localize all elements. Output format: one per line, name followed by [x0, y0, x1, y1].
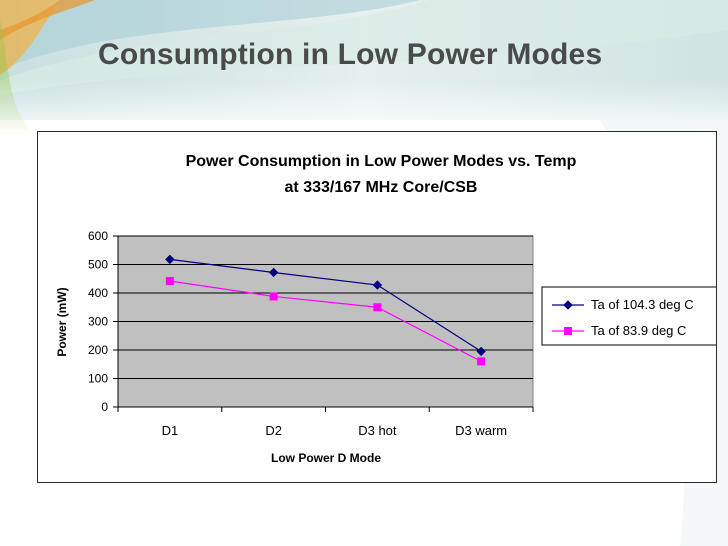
- data-point: [268, 267, 279, 278]
- data-point: [372, 280, 383, 290]
- legend-label: Ta of 104.3 deg C: [591, 297, 694, 312]
- data-point: [477, 357, 486, 366]
- legend-marker: [563, 300, 573, 310]
- y-tick-labels: 0 100 200 300 400 500 600: [88, 229, 108, 414]
- y-tick-label: 300: [88, 315, 108, 329]
- x-tick-label: D2: [265, 423, 282, 438]
- y-tick-label: 0: [101, 400, 108, 414]
- y-tick-label: 400: [88, 286, 108, 300]
- chart: Power Consumption in Low Power Modes vs.…: [55, 153, 716, 465]
- slide-title: Consumption in Low Power Modes: [98, 38, 603, 71]
- x-tick-label: D3 warm: [455, 423, 507, 438]
- x-axis-label: Low Power D Mode: [271, 451, 381, 465]
- x-tick-label: D1: [162, 423, 179, 438]
- legend-marker: [564, 327, 572, 335]
- y-tick-label: 500: [88, 258, 108, 272]
- y-tick-label: 600: [88, 229, 108, 243]
- y-axis-label: Power (mW): [55, 287, 69, 356]
- legend-label: Ta of 83.9 deg C: [591, 323, 686, 338]
- series-line: [169, 258, 482, 352]
- y-tick-label: 200: [88, 343, 108, 357]
- data-point: [373, 303, 382, 312]
- axes: [113, 235, 534, 412]
- chart-title-line-2: at 333/167 MHz Core/CSB: [285, 179, 478, 196]
- gridlines: [118, 235, 533, 379]
- data-point: [269, 292, 278, 301]
- data-point: [165, 254, 175, 265]
- y-tick-label: 100: [88, 372, 108, 386]
- legend: Ta of 104.3 deg C Ta of 83.9 deg C: [541, 286, 716, 346]
- chart-frame: Power Consumption in Low Power Modes vs.…: [37, 131, 717, 483]
- x-tick-label: D3 hot: [358, 423, 397, 438]
- data-point: [476, 346, 486, 357]
- data-point: [165, 277, 174, 286]
- chart-title-line-1: Power Consumption in Low Power Modes vs.…: [186, 153, 577, 170]
- series-line: [169, 280, 482, 362]
- x-tick-labels: D1 D2 D3 hot D3 warm: [162, 423, 508, 438]
- series-lines: [165, 254, 486, 366]
- legend-box: [541, 286, 716, 346]
